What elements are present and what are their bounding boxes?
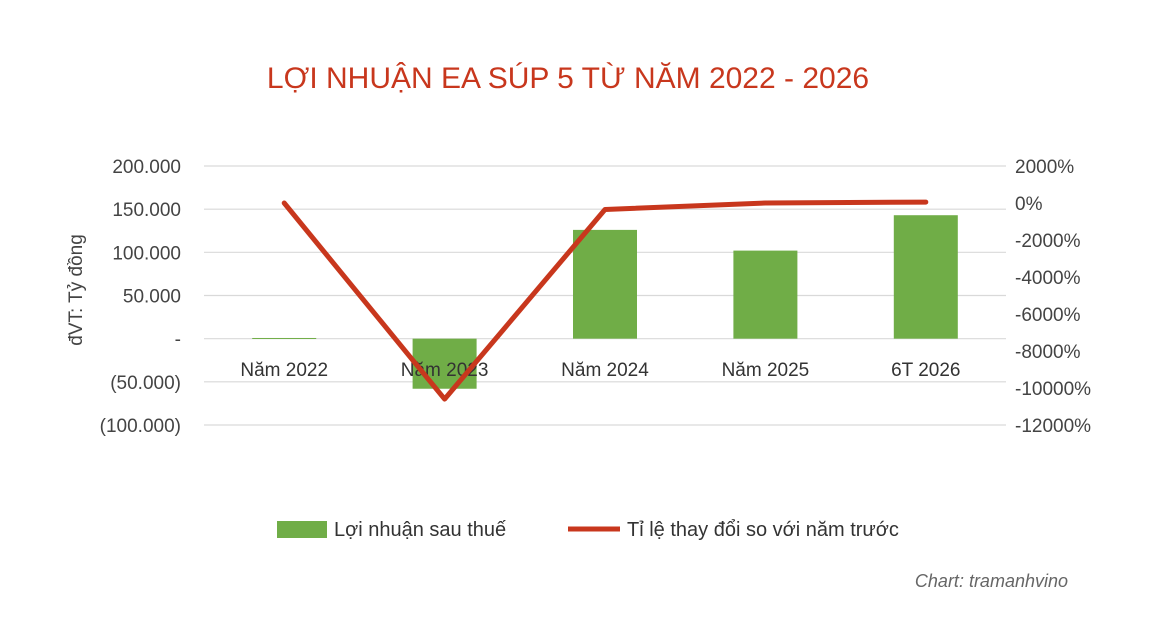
right-tick-label: 0% [1015,194,1043,215]
right-tick-label: 2000% [1015,157,1074,178]
left-tick-label: - [175,330,181,351]
bar [573,229,637,339]
left-tick-label: (50.000) [110,373,181,394]
right-tick-label: -4000% [1015,268,1081,289]
right-tick-label: -10000% [1015,379,1091,400]
left-axis: 200.000 150.000 100.000 50.000 - (50.000) (100… [100,157,181,437]
bar [252,337,317,339]
chart-credit: Chart: tramanhvino [915,571,1068,591]
bar [412,338,477,389]
bar [733,250,798,339]
right-tick-label: -2000% [1015,231,1081,252]
left-tick-label: 200.000 [112,157,181,178]
legend-label-bar: Lợi nhuận sau thuế [334,519,506,541]
chart-title: LỢI NHUẬN EA SÚP 5 TỪ NĂM 2022 - 2026 [267,62,869,95]
category-label: Năm 2022 [240,360,328,381]
right-tick-label: -12000% [1015,416,1091,437]
y-axis-label: đVT: Tỷ đồng [66,234,87,346]
left-tick-label: 100.000 [112,243,181,264]
category-labels: Năm 2022 Năm 2023 Năm 2024 Năm 2025 6T 2026 [240,360,960,381]
right-tick-label: -8000% [1015,342,1081,363]
line-series [281,199,929,402]
category-label: Năm 2025 [722,360,810,381]
left-tick-label: (100.000) [100,416,181,437]
right-axis: 2000% 0% -2000% -4000% -6000% -8000% -10000% -1… [1015,157,1091,437]
legend: Lợi nhuận sau thuế Tỉ lệ thay đổi so với… [277,519,899,541]
legend-label-line: Tỉ lệ thay đổi so với năm trước [627,519,899,541]
category-label: Năm 2024 [561,360,649,381]
legend-swatch-bar [277,521,327,538]
left-tick-label: 50.000 [123,287,181,308]
right-tick-label: -6000% [1015,305,1081,326]
bar [893,215,958,339]
left-tick-label: 150.000 [112,200,181,221]
category-label: 6T 2026 [891,360,960,381]
bar-series [252,215,958,389]
